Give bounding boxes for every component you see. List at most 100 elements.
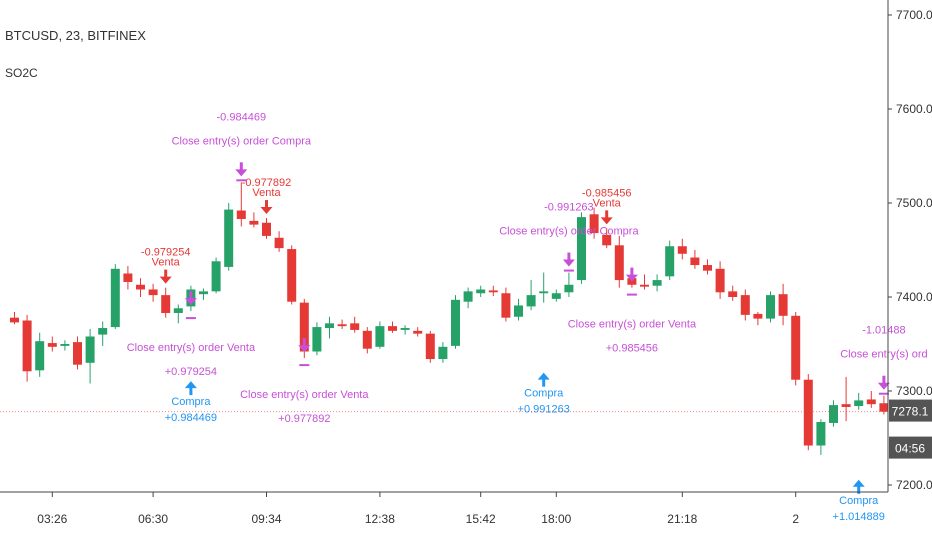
buy-arrow-head	[852, 479, 865, 487]
candle-body	[791, 315, 801, 380]
candle-body	[803, 379, 813, 446]
indicator-name: SO2C	[5, 66, 38, 80]
time-tick-label: 15:42	[466, 512, 496, 526]
time-tick-label: 09:34	[251, 512, 281, 526]
close-venta-value-label: +0.977892	[278, 413, 330, 425]
time-tick-label: 21:18	[667, 512, 697, 526]
price-tick-label: 7300.0	[896, 384, 932, 398]
sell-label: Venta	[152, 257, 181, 269]
time-tick-label: 2	[792, 512, 799, 526]
close-compra-value-label: -0.984469	[217, 111, 267, 123]
close-compra-arrow-head	[877, 382, 890, 390]
sell-arrow-head	[159, 276, 172, 284]
countdown-badge-text: 04:56	[895, 442, 925, 456]
candle-body	[778, 294, 788, 316]
candle-body	[400, 328, 410, 330]
candle-body	[274, 237, 284, 249]
candle-body	[287, 249, 297, 302]
candle-body	[614, 245, 624, 281]
candle-body	[602, 234, 612, 246]
candle-body	[60, 344, 70, 346]
price-badge[interactable]	[889, 399, 932, 422]
candle-body	[665, 246, 675, 277]
buy-label: Compra	[524, 388, 564, 400]
candle-body	[123, 273, 133, 282]
candle-body	[816, 422, 826, 446]
candle-body	[589, 214, 599, 234]
sell-arrow-head	[600, 217, 613, 225]
candle-body	[640, 284, 649, 287]
symbol-title: BTCUSD, 23, BITFINEX	[5, 28, 146, 43]
close-venta-arrow-hidden-head	[298, 345, 311, 353]
buy-value-label: +0.991263	[518, 404, 570, 416]
candle-body	[299, 302, 309, 352]
candle-body	[312, 327, 322, 352]
close-venta-label: Close entry(s) order Venta	[568, 319, 697, 331]
candle-body	[136, 284, 145, 290]
time-axis[interactable]: 03:26 06:30 09:34 12:38 15:42 18:00 21:18 2	[37, 492, 799, 526]
buy-value-label: +0.984469	[165, 412, 217, 424]
candle-body	[98, 328, 108, 335]
candle-body	[350, 323, 360, 330]
candle-body	[879, 403, 889, 412]
candle-body	[35, 341, 45, 371]
time-tick-label: 06:30	[138, 512, 168, 526]
candle-body	[413, 330, 423, 334]
candle-body	[173, 308, 183, 313]
sell-value-label: -0.985456	[582, 187, 632, 199]
time-tick-label: 03:26	[37, 512, 67, 526]
close-compra-value-label: -0.991263	[544, 202, 594, 214]
time-tick-label: 12:38	[365, 512, 395, 526]
price-axis[interactable]: 7700.0 7600.0 7500.0 7400.0 7300.0 7200.0	[888, 8, 932, 492]
price-tick-label: 7700.0	[896, 8, 932, 22]
close-venta-label: Close entry(s) order Venta	[127, 342, 256, 354]
candle-body	[577, 217, 586, 281]
close-venta-label: Close entry(s) order Venta	[240, 389, 369, 401]
candle-body	[652, 280, 662, 286]
candle-body	[325, 323, 334, 329]
candle-body	[740, 295, 750, 315]
sell-value-label: -0.977892	[242, 177, 292, 189]
close-compra-value-label: -1.01488	[862, 325, 905, 337]
candle-body	[551, 293, 561, 299]
close-venta-value-label: +0.979254	[165, 366, 217, 378]
price-tick-label: 7400.0	[896, 290, 932, 304]
candle-body	[337, 324, 347, 327]
candle-body	[22, 320, 32, 372]
buy-arrow-head	[184, 381, 197, 389]
buy-label: Compra	[171, 396, 211, 408]
candle-body	[690, 257, 700, 266]
price-tick-label: 7200.0	[896, 478, 932, 492]
price-tick-label: 7600.0	[896, 102, 932, 116]
candle-body	[766, 295, 775, 319]
time-tick-label: 18:00	[541, 512, 571, 526]
candle-body	[526, 295, 536, 307]
candle-body	[501, 293, 511, 318]
sell-value-label: -0.979254	[141, 247, 191, 259]
close-compra-arrow-head	[562, 259, 575, 267]
candles-layer	[10, 182, 889, 455]
candle-body	[375, 326, 385, 347]
candle-body	[362, 330, 372, 349]
candle-body	[47, 343, 57, 347]
candle-body	[110, 268, 120, 328]
candle-body	[866, 399, 876, 405]
sell-label: Venta	[252, 187, 281, 199]
close-compra-label: Close entry(s) order Compra	[499, 226, 639, 238]
candle-body	[829, 405, 838, 423]
candle-body	[476, 289, 486, 294]
candle-body	[262, 222, 271, 236]
candle-body	[728, 291, 738, 297]
candle-body	[73, 342, 82, 365]
close-compra-arrow-head	[235, 169, 248, 177]
candle-body	[514, 305, 523, 317]
candle-body	[703, 265, 712, 271]
countdown-badge	[889, 436, 932, 459]
close-venta-arrow-hidden-head	[184, 298, 197, 306]
candle-body	[564, 284, 574, 293]
candle-body	[388, 326, 397, 331]
candle-body	[539, 291, 549, 294]
